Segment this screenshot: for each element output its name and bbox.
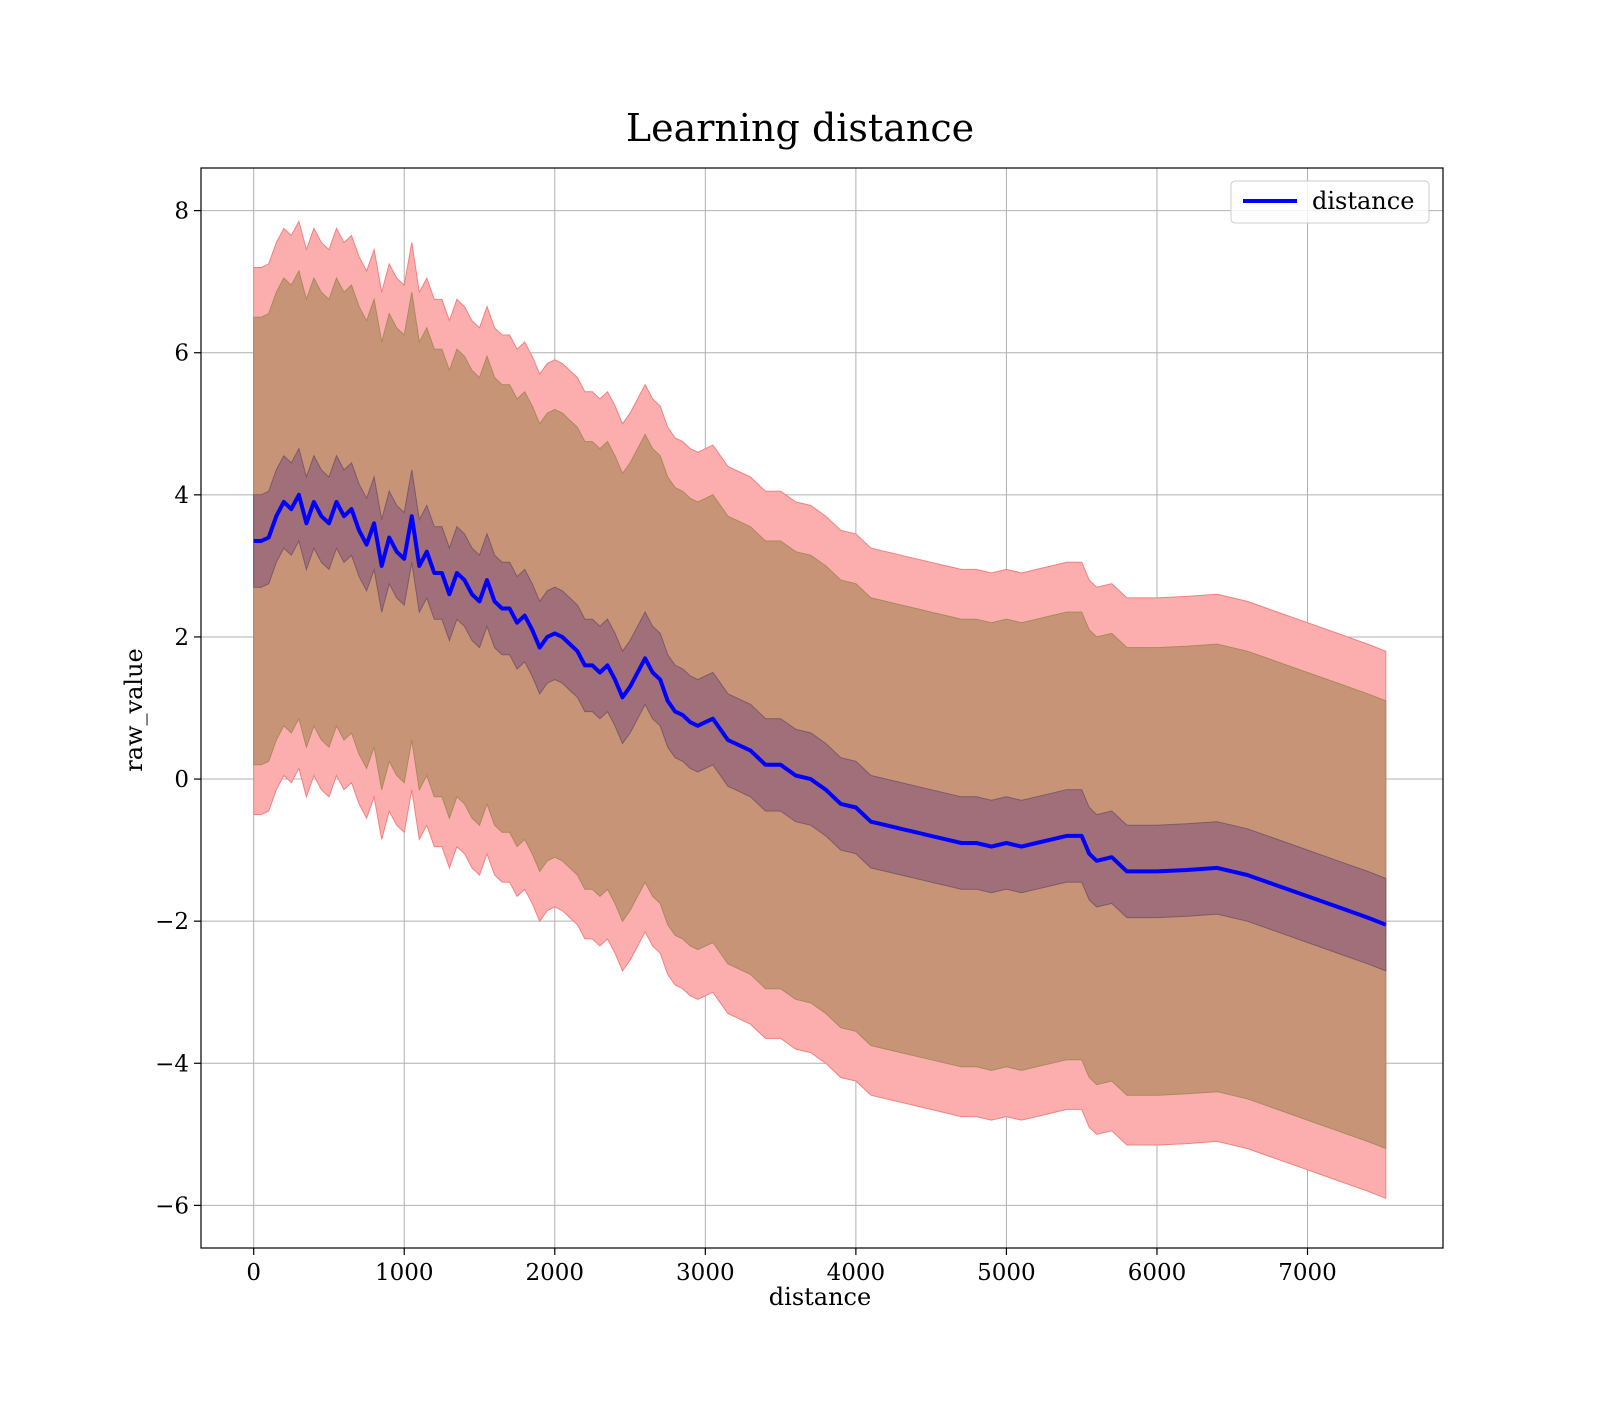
series-lines — [253, 492, 1387, 927]
y-tick-label: −6 — [155, 1193, 189, 1219]
y-tick-label: −2 — [155, 909, 189, 935]
x-tick-label: 4000 — [827, 1260, 886, 1286]
x-axis-label: distance — [769, 1283, 871, 1311]
x-tick-label: 5000 — [977, 1260, 1036, 1286]
x-tick-label: 7000 — [1278, 1260, 1337, 1286]
middle-confidence-band — [253, 269, 1387, 1150]
y-tick-label: 6 — [174, 341, 189, 367]
x-tick-label: 0 — [246, 1260, 261, 1286]
legend-box — [1230, 180, 1430, 224]
chart-title: Learning distance — [626, 106, 974, 150]
legend: distance — [1230, 180, 1430, 224]
inner-confidence-band — [253, 447, 1387, 972]
bands — [253, 219, 1387, 1200]
ticks: 0 1000 2000 3000 4000 5000 6000 7000 −6 −4 −2 0 2 4 6 8 — [155, 199, 1337, 1286]
y-tick-label: 2 — [174, 625, 189, 651]
y-tick-label: 0 — [174, 767, 189, 793]
y-tick-label: −4 — [155, 1051, 189, 1077]
y-tick-label: 8 — [174, 199, 189, 225]
plot-frame — [200, 167, 1444, 1249]
y-tick-label: 4 — [174, 483, 189, 509]
x-tick-label: 6000 — [1128, 1260, 1187, 1286]
y-axis-label: raw_value — [120, 648, 148, 772]
x-tick-label: 2000 — [526, 1260, 585, 1286]
series-line-distance — [253, 492, 1387, 927]
x-tick-label: 1000 — [375, 1260, 434, 1286]
legend-label: distance — [1312, 187, 1414, 215]
x-tick-label: 3000 — [676, 1260, 735, 1286]
